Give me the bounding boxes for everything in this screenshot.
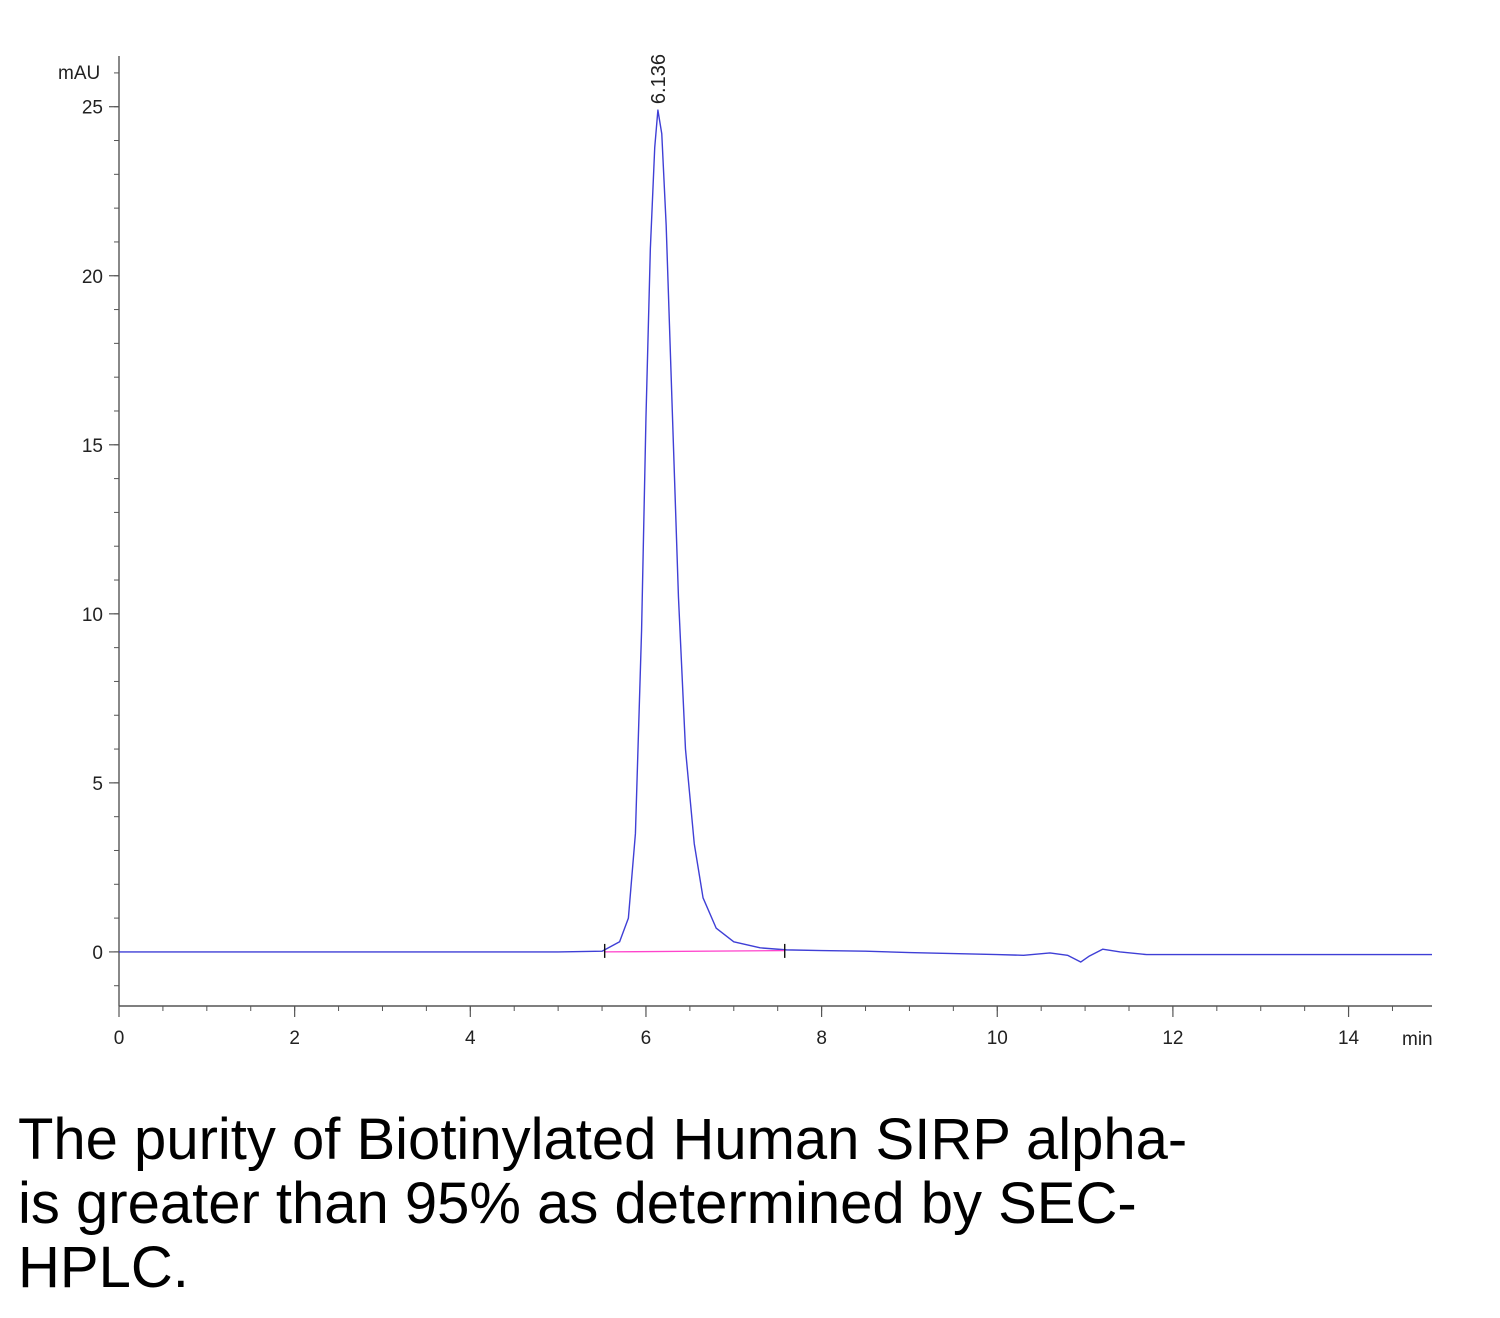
y-axis-unit-label: mAU xyxy=(58,63,100,84)
x-tick-label: 6 xyxy=(641,1028,652,1049)
y-tick-label: 15 xyxy=(82,436,103,457)
chromatogram-trace xyxy=(119,109,1432,963)
caption-line-2: is greater than 95% as determined by SEC… xyxy=(18,1171,1137,1236)
x-tick-label: 14 xyxy=(1338,1028,1360,1049)
chart-caption: The purity of Biotinylated Human SIRP al… xyxy=(18,1108,1318,1300)
chart-series xyxy=(119,109,1432,963)
chart-annotations: 6.136 xyxy=(603,54,786,958)
x-tick-label: 4 xyxy=(465,1028,476,1049)
integration-baseline xyxy=(604,949,785,953)
x-tick-label: 8 xyxy=(816,1028,827,1049)
y-tick-label: 0 xyxy=(92,943,103,964)
caption-line-1: The purity of Biotinylated Human SIRP al… xyxy=(18,1107,1188,1172)
x-tick-label: 12 xyxy=(1162,1028,1183,1049)
y-tick-label: 10 xyxy=(82,605,103,626)
y-tick-label: 25 xyxy=(82,98,103,119)
caption-line-3: HPLC. xyxy=(18,1235,189,1300)
x-axis-unit-label: min xyxy=(1402,1029,1433,1050)
x-tick-label: 10 xyxy=(987,1028,1008,1049)
chart-axes xyxy=(118,56,1432,1007)
x-tick-label: 2 xyxy=(289,1028,300,1049)
chart-ticks: 0 5 10 15 20 25 0 2 4 6 8 10 12 14 xyxy=(82,72,1393,1049)
y-tick-label: 5 xyxy=(92,774,103,795)
peak-retention-label: 6.136 xyxy=(648,54,670,104)
x-tick-label: 0 xyxy=(114,1028,125,1049)
chromatogram-chart: 0 5 10 15 20 25 0 2 4 6 8 10 12 14 6.136 mAU min xyxy=(58,54,1433,1050)
y-tick-label: 20 xyxy=(82,267,103,288)
